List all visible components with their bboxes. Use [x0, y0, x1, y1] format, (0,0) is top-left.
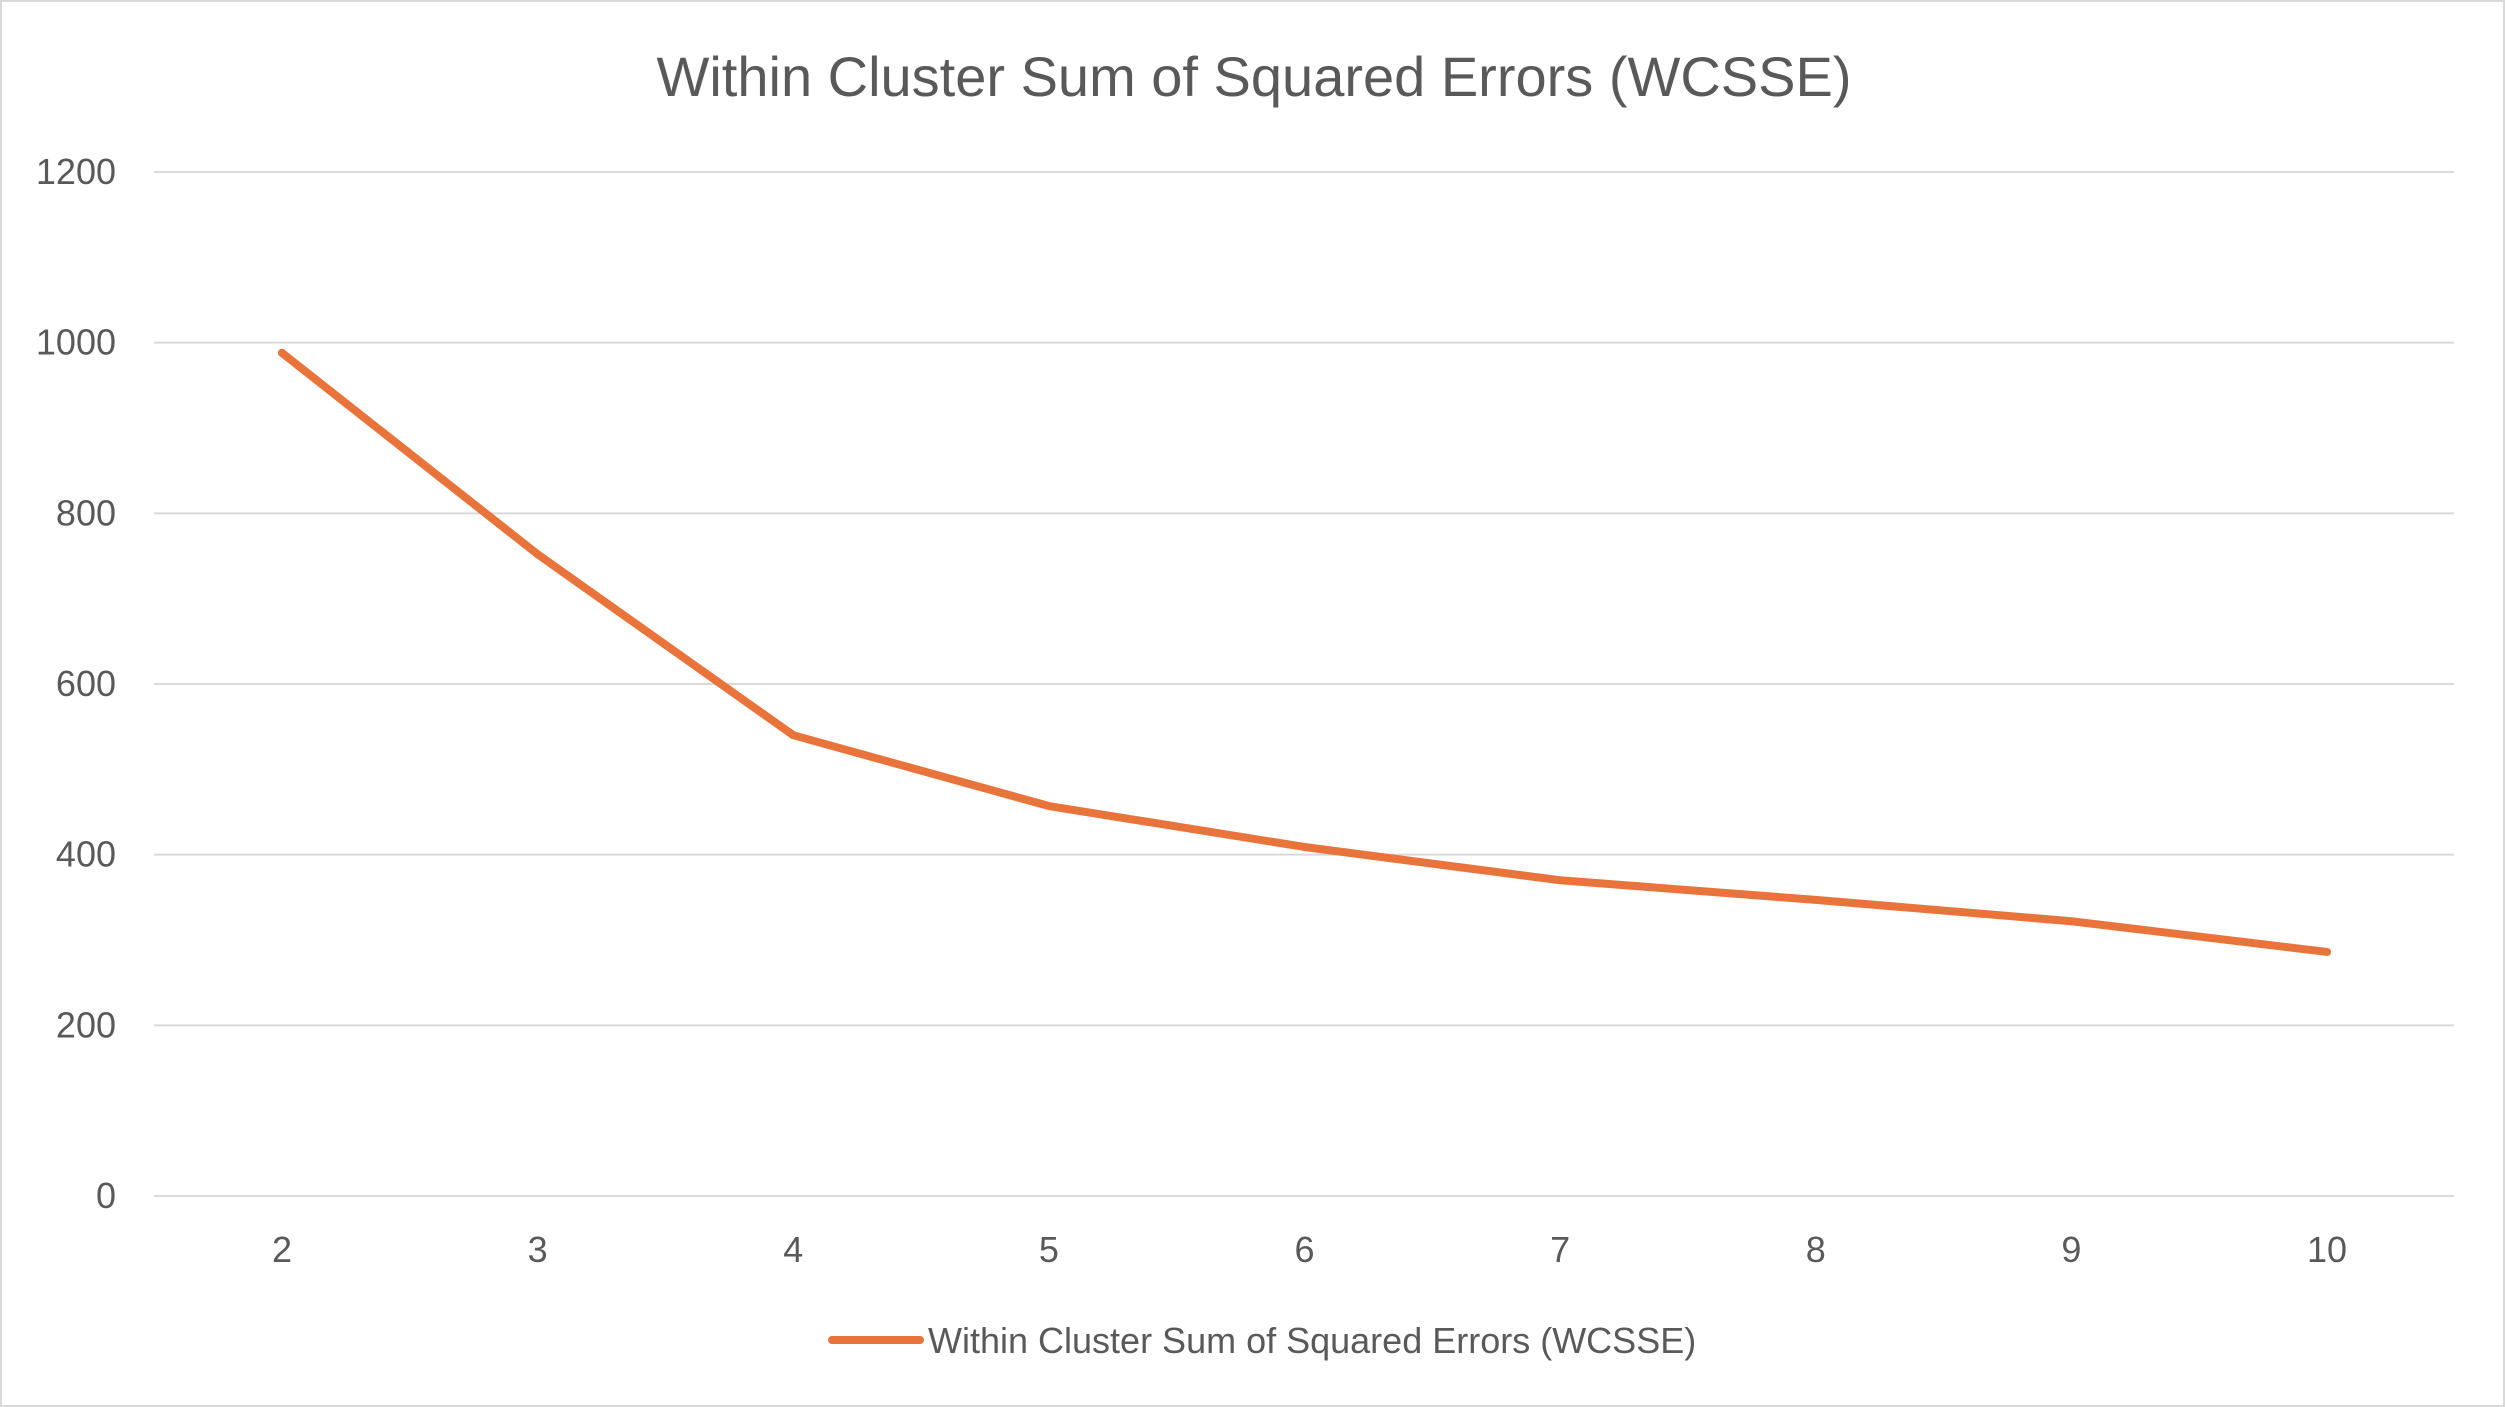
y-tick-label-200: 200	[56, 1004, 116, 1045]
y-tick-label-400: 400	[56, 834, 116, 875]
x-tick-label-3: 3	[528, 1229, 548, 1270]
legend: Within Cluster Sum of Squared Errors (WC…	[828, 1320, 1696, 1361]
series-group	[278, 348, 2331, 956]
y-tick-label-1200: 1200	[36, 151, 116, 192]
x-tick-label-6: 6	[1294, 1229, 1314, 1270]
x-tick-label-2: 2	[272, 1229, 292, 1270]
data-point-8	[1811, 895, 1820, 904]
x-tick-label-9: 9	[2061, 1229, 2081, 1270]
x-axis-tick-labels: 2 3 4 5 6 7 8 9 10	[272, 1229, 2347, 1270]
data-point-10	[2323, 947, 2331, 956]
x-tick-label-8: 8	[1806, 1229, 1826, 1270]
y-tick-label-800: 800	[56, 492, 116, 533]
y-tick-label-1000: 1000	[36, 322, 116, 363]
x-tick-label-7: 7	[1550, 1229, 1570, 1270]
chart-title: Within Cluster Sum of Squared Errors (WC…	[657, 45, 1852, 108]
data-point-6	[1300, 842, 1309, 851]
y-tick-label-600: 600	[56, 663, 116, 704]
x-tick-label-5: 5	[1039, 1229, 1059, 1270]
data-point-5	[1044, 802, 1053, 811]
data-point-3	[533, 550, 542, 559]
y-tick-label-0: 0	[96, 1175, 116, 1216]
series-line-wcsse	[278, 348, 2331, 956]
x-tick-label-10: 10	[2307, 1229, 2347, 1270]
data-point-7	[1556, 876, 1565, 885]
x-tick-label-4: 4	[783, 1229, 803, 1270]
data-point-2	[278, 348, 286, 357]
data-point-9	[2067, 917, 2076, 926]
legend-label: Within Cluster Sum of Squared Errors (WC…	[928, 1320, 1696, 1361]
data-point-4	[789, 731, 798, 740]
gridlines	[154, 171, 2454, 1197]
y-axis-tick-labels: 0 200 400 600 800 1000 1200	[36, 151, 116, 1216]
